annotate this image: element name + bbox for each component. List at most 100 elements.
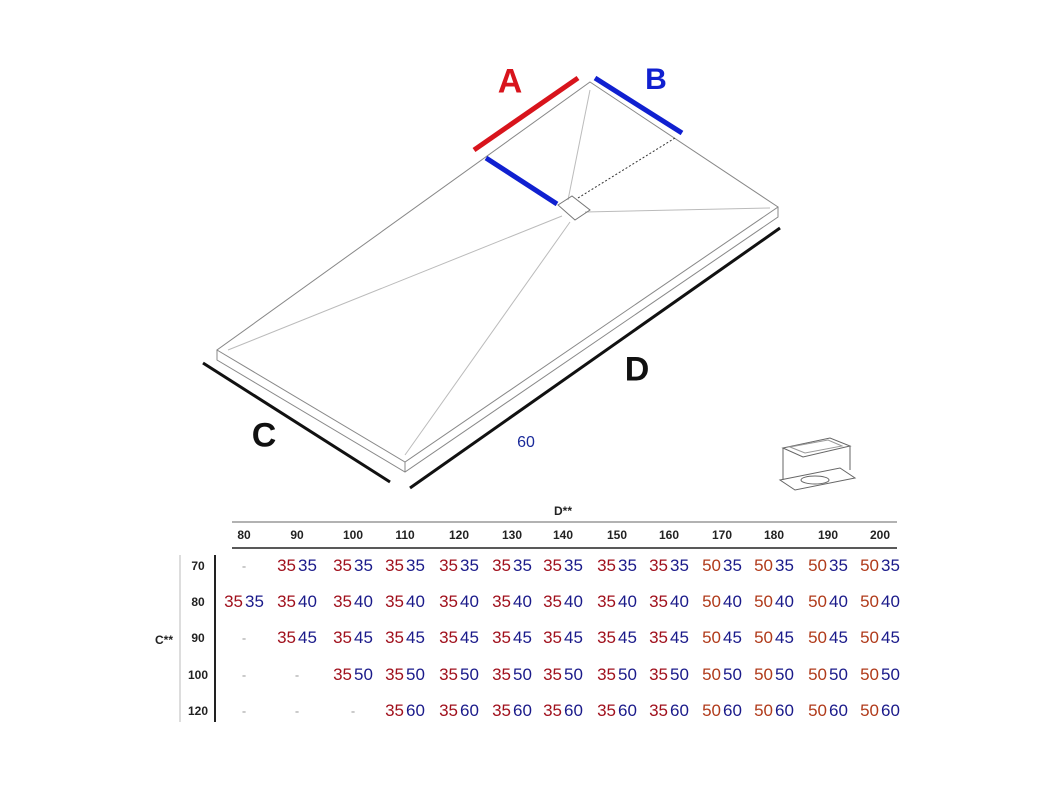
cell-value-first: 35 [543, 628, 562, 647]
label-a: A [497, 62, 523, 101]
table-cell: 50 40 [860, 592, 900, 612]
column-header: 130 [501, 528, 523, 542]
table-cell: 35 40 [543, 592, 583, 612]
cell-value-first: 35 [277, 628, 296, 647]
label-d: D [624, 350, 650, 389]
cell-value-first: 35 [543, 665, 562, 684]
cell-value-first: 50 [702, 665, 721, 684]
table-cell: 35 40 [277, 592, 317, 612]
row-axis-label: C** [154, 633, 174, 647]
label-b: B [645, 63, 667, 96]
cell-value-first: 35 [492, 592, 511, 611]
table-cell: 35 35 [649, 556, 689, 576]
cell-value-first: 35 [649, 701, 668, 720]
table-cell: 50 40 [808, 592, 848, 612]
table-cell: 50 40 [754, 592, 794, 612]
cell-value-second: 40 [670, 592, 689, 611]
table-cell: 50 60 [702, 701, 742, 721]
cell-value-first: 50 [702, 592, 721, 611]
table-cell: 50 45 [754, 628, 794, 648]
cell-value-second: 40 [298, 592, 317, 611]
table-cell: 35 50 [597, 665, 637, 685]
table-cell: - [241, 558, 247, 574]
cell-value-first: 35 [492, 628, 511, 647]
table-cell: 50 50 [702, 665, 742, 685]
cell-value-second: 50 [618, 665, 637, 684]
cell-value-first: 35 [649, 592, 668, 611]
cell-value-first: 35 [439, 556, 458, 575]
cell-value-second: 40 [564, 592, 583, 611]
column-header: 170 [711, 528, 733, 542]
table-cell: 35 45 [543, 628, 583, 648]
cell-value-second: 45 [881, 628, 900, 647]
cell-value-first: 35 [597, 665, 616, 684]
cell-value-first: 35 [543, 556, 562, 575]
cell-value-first: 35 [492, 665, 511, 684]
row-header: 70 [191, 559, 205, 573]
cell-value-first: 35 [385, 592, 404, 611]
cell-value-second: 45 [460, 628, 479, 647]
cell-value-first: 50 [860, 628, 879, 647]
cell-value-second: 60 [513, 701, 532, 720]
table-cell: 50 50 [808, 665, 848, 685]
table-cell: - [241, 703, 247, 719]
row-header: 90 [191, 631, 205, 645]
cell-value-first: 50 [754, 701, 773, 720]
table-cell: 35 50 [385, 665, 425, 685]
table-cell: 35 40 [333, 592, 373, 612]
row-header: 100 [187, 668, 209, 682]
table-cell: 50 45 [860, 628, 900, 648]
column-header: 160 [658, 528, 680, 542]
cell-value-first: 50 [860, 701, 879, 720]
cell-value-first: 35 [492, 556, 511, 575]
cell-value-second: 40 [513, 592, 532, 611]
cell-value-second: 60 [460, 701, 479, 720]
table-cell: 35 40 [649, 592, 689, 612]
table-cell: 35 40 [597, 592, 637, 612]
table-cell: 50 45 [702, 628, 742, 648]
drain-icon [778, 437, 857, 491]
cell-value-first: 35 [385, 665, 404, 684]
table-cell: 50 45 [808, 628, 848, 648]
table-cell: 35 35 [277, 556, 317, 576]
table-cell: - [350, 703, 356, 719]
cell-value-first: 35 [385, 628, 404, 647]
cell-value-first: 35 [333, 592, 352, 611]
cell-value-first: 35 [649, 556, 668, 575]
cell-value-first: 35 [597, 592, 616, 611]
column-header: 100 [342, 528, 364, 542]
cell-value-first: 50 [702, 556, 721, 575]
dimension-c-line [202, 361, 391, 484]
cell-value-first: 50 [754, 628, 773, 647]
table-cell: 35 50 [649, 665, 689, 685]
cell-value-first: 35 [224, 592, 243, 611]
note-60: 60 [517, 434, 535, 451]
column-header: 200 [869, 528, 891, 542]
table-cell: - [294, 667, 300, 683]
column-header: 150 [606, 528, 628, 542]
cell-value-first: 35 [439, 592, 458, 611]
cell-value-second: 35 [513, 556, 532, 575]
cell-value-first: 35 [333, 628, 352, 647]
cell-value-first: 35 [543, 592, 562, 611]
table-cell: 50 60 [808, 701, 848, 721]
cell-value-second: 40 [354, 592, 373, 611]
cell-value-second: 45 [354, 628, 373, 647]
dimension-a-line [472, 75, 580, 153]
cell-value-second: 45 [618, 628, 637, 647]
cell-value-second: 35 [723, 556, 742, 575]
cell-value-second: 60 [564, 701, 583, 720]
row-header: 120 [187, 704, 209, 718]
cell-value-second: 35 [564, 556, 583, 575]
table-cell: 35 35 [597, 556, 637, 576]
cell-value-second: 50 [354, 665, 373, 684]
column-header: 90 [290, 528, 304, 542]
cell-value-second: 45 [723, 628, 742, 647]
column-header: 190 [817, 528, 839, 542]
cell-value-first: 35 [385, 556, 404, 575]
table-cell: 50 60 [754, 701, 794, 721]
cell-value-second: 60 [723, 701, 742, 720]
table-cell: 35 35 [492, 556, 532, 576]
table-cell: 35 50 [492, 665, 532, 685]
column-header: 180 [763, 528, 785, 542]
